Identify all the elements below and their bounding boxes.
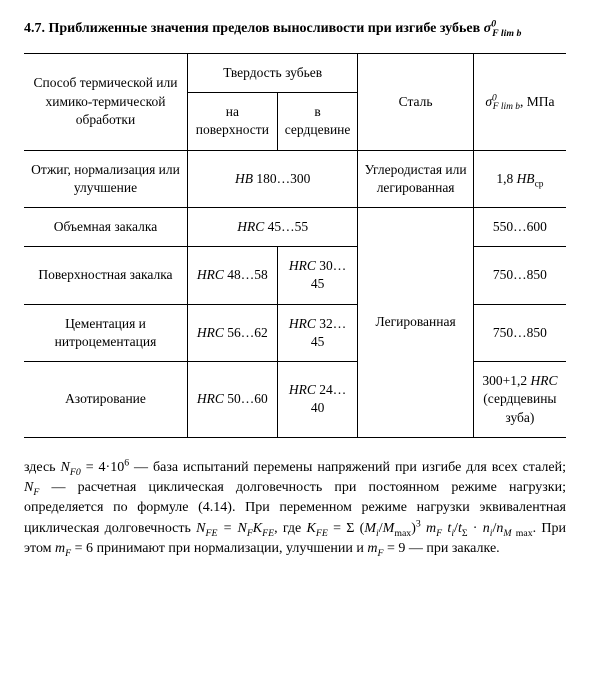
title-text: 4.7. Приближенные значения пределов выно… [24,21,484,36]
cell-method: Объемная закалка [24,207,187,246]
table-row: Поверхностная закалка HRC 48…58 HRC 30…4… [24,247,566,304]
sigma-sub: ср [535,179,544,189]
sigma-var: HB [517,171,535,186]
formula-nf0: NF0 [61,460,81,475]
para-text: — при закалке. [405,541,499,556]
cell-surface: HRC 56…62 [187,304,277,361]
cell-sigma: 1,8 HBср [473,150,566,207]
cell-sigma: 750…850 [473,304,566,361]
table-row: Цементация и нитроцементация HRC 56…62 H… [24,304,566,361]
cell-method: Азотирование [24,362,187,438]
cell-steel: Углеродистая или легированная [358,150,473,207]
cell-sigma: 300+1,2 HRC (сердцевины зуба) [473,362,566,438]
cell-core: HRC 30…45 [277,247,358,304]
formula-kfe: KFE [307,521,328,536]
formula-mf6: mF [55,541,71,556]
table-row: Азотирование HRC 50…60 HRC 24…40 300+1,2… [24,362,566,438]
cell-sigma: 750…850 [473,247,566,304]
cell-hardness: HB 180…300 [187,150,357,207]
sigma-prefix: 1,8 [496,171,516,186]
cell-core: HRC 32…45 [277,304,358,361]
cell-steel: Легированная [358,207,473,437]
cell-method: Поверхностная закалка [24,247,187,304]
sigma-note: (сердцевины зуба) [483,391,556,424]
col-method-header: Способ термической или химико-термическо… [24,53,187,150]
cell-method: Цементация и нитроцементация [24,304,187,361]
para-text: , где [274,521,306,536]
formula-nf: NF [24,480,39,495]
cell-core: HRC 24…40 [277,362,358,438]
table-row: Отжиг, нормализация или улучшение HB 180… [24,150,566,207]
cell-method: Отжиг, нормализация или улучшение [24,150,187,207]
table-row: Объемная закалка HRC 45…55 Легированная … [24,207,566,246]
col-surface-header: на поверхности [187,93,277,150]
cell-surface: HRC 48…58 [187,247,277,304]
col-hardness-header: Твердость зубьев [187,53,357,92]
sigma-unit: , МПа [520,94,555,109]
data-table: Способ термической или химико-термическо… [24,53,566,438]
cell-surface: HRC 50…60 [187,362,277,438]
table-title: 4.7. Приближенные значения пределов выно… [24,20,566,39]
sigma-var: HRC [530,373,557,388]
col-steel-header: Сталь [358,53,473,150]
para-text: — база испытаний перемены напряжений при… [129,460,566,475]
col-core-header: в сердцевине [277,93,358,150]
formula-mf9: mF [367,541,383,556]
cell-hardness: HRC 45…55 [187,207,357,246]
cell-sigma: 550…600 [473,207,566,246]
para-text: принимают при нормализации, улучшении и [93,541,367,556]
footnote-paragraph: здесь NF0 = 4·106 — база испытаний перем… [24,458,566,559]
col-sigma-header: σ0F lim b, МПа [473,53,566,150]
formula-nfe: NFE = NFKFE [196,521,274,536]
sigma-prefix: 300+1,2 [482,373,530,388]
sigma-symbol: σ0F lim b [484,21,522,36]
para-text: здесь [24,460,61,475]
